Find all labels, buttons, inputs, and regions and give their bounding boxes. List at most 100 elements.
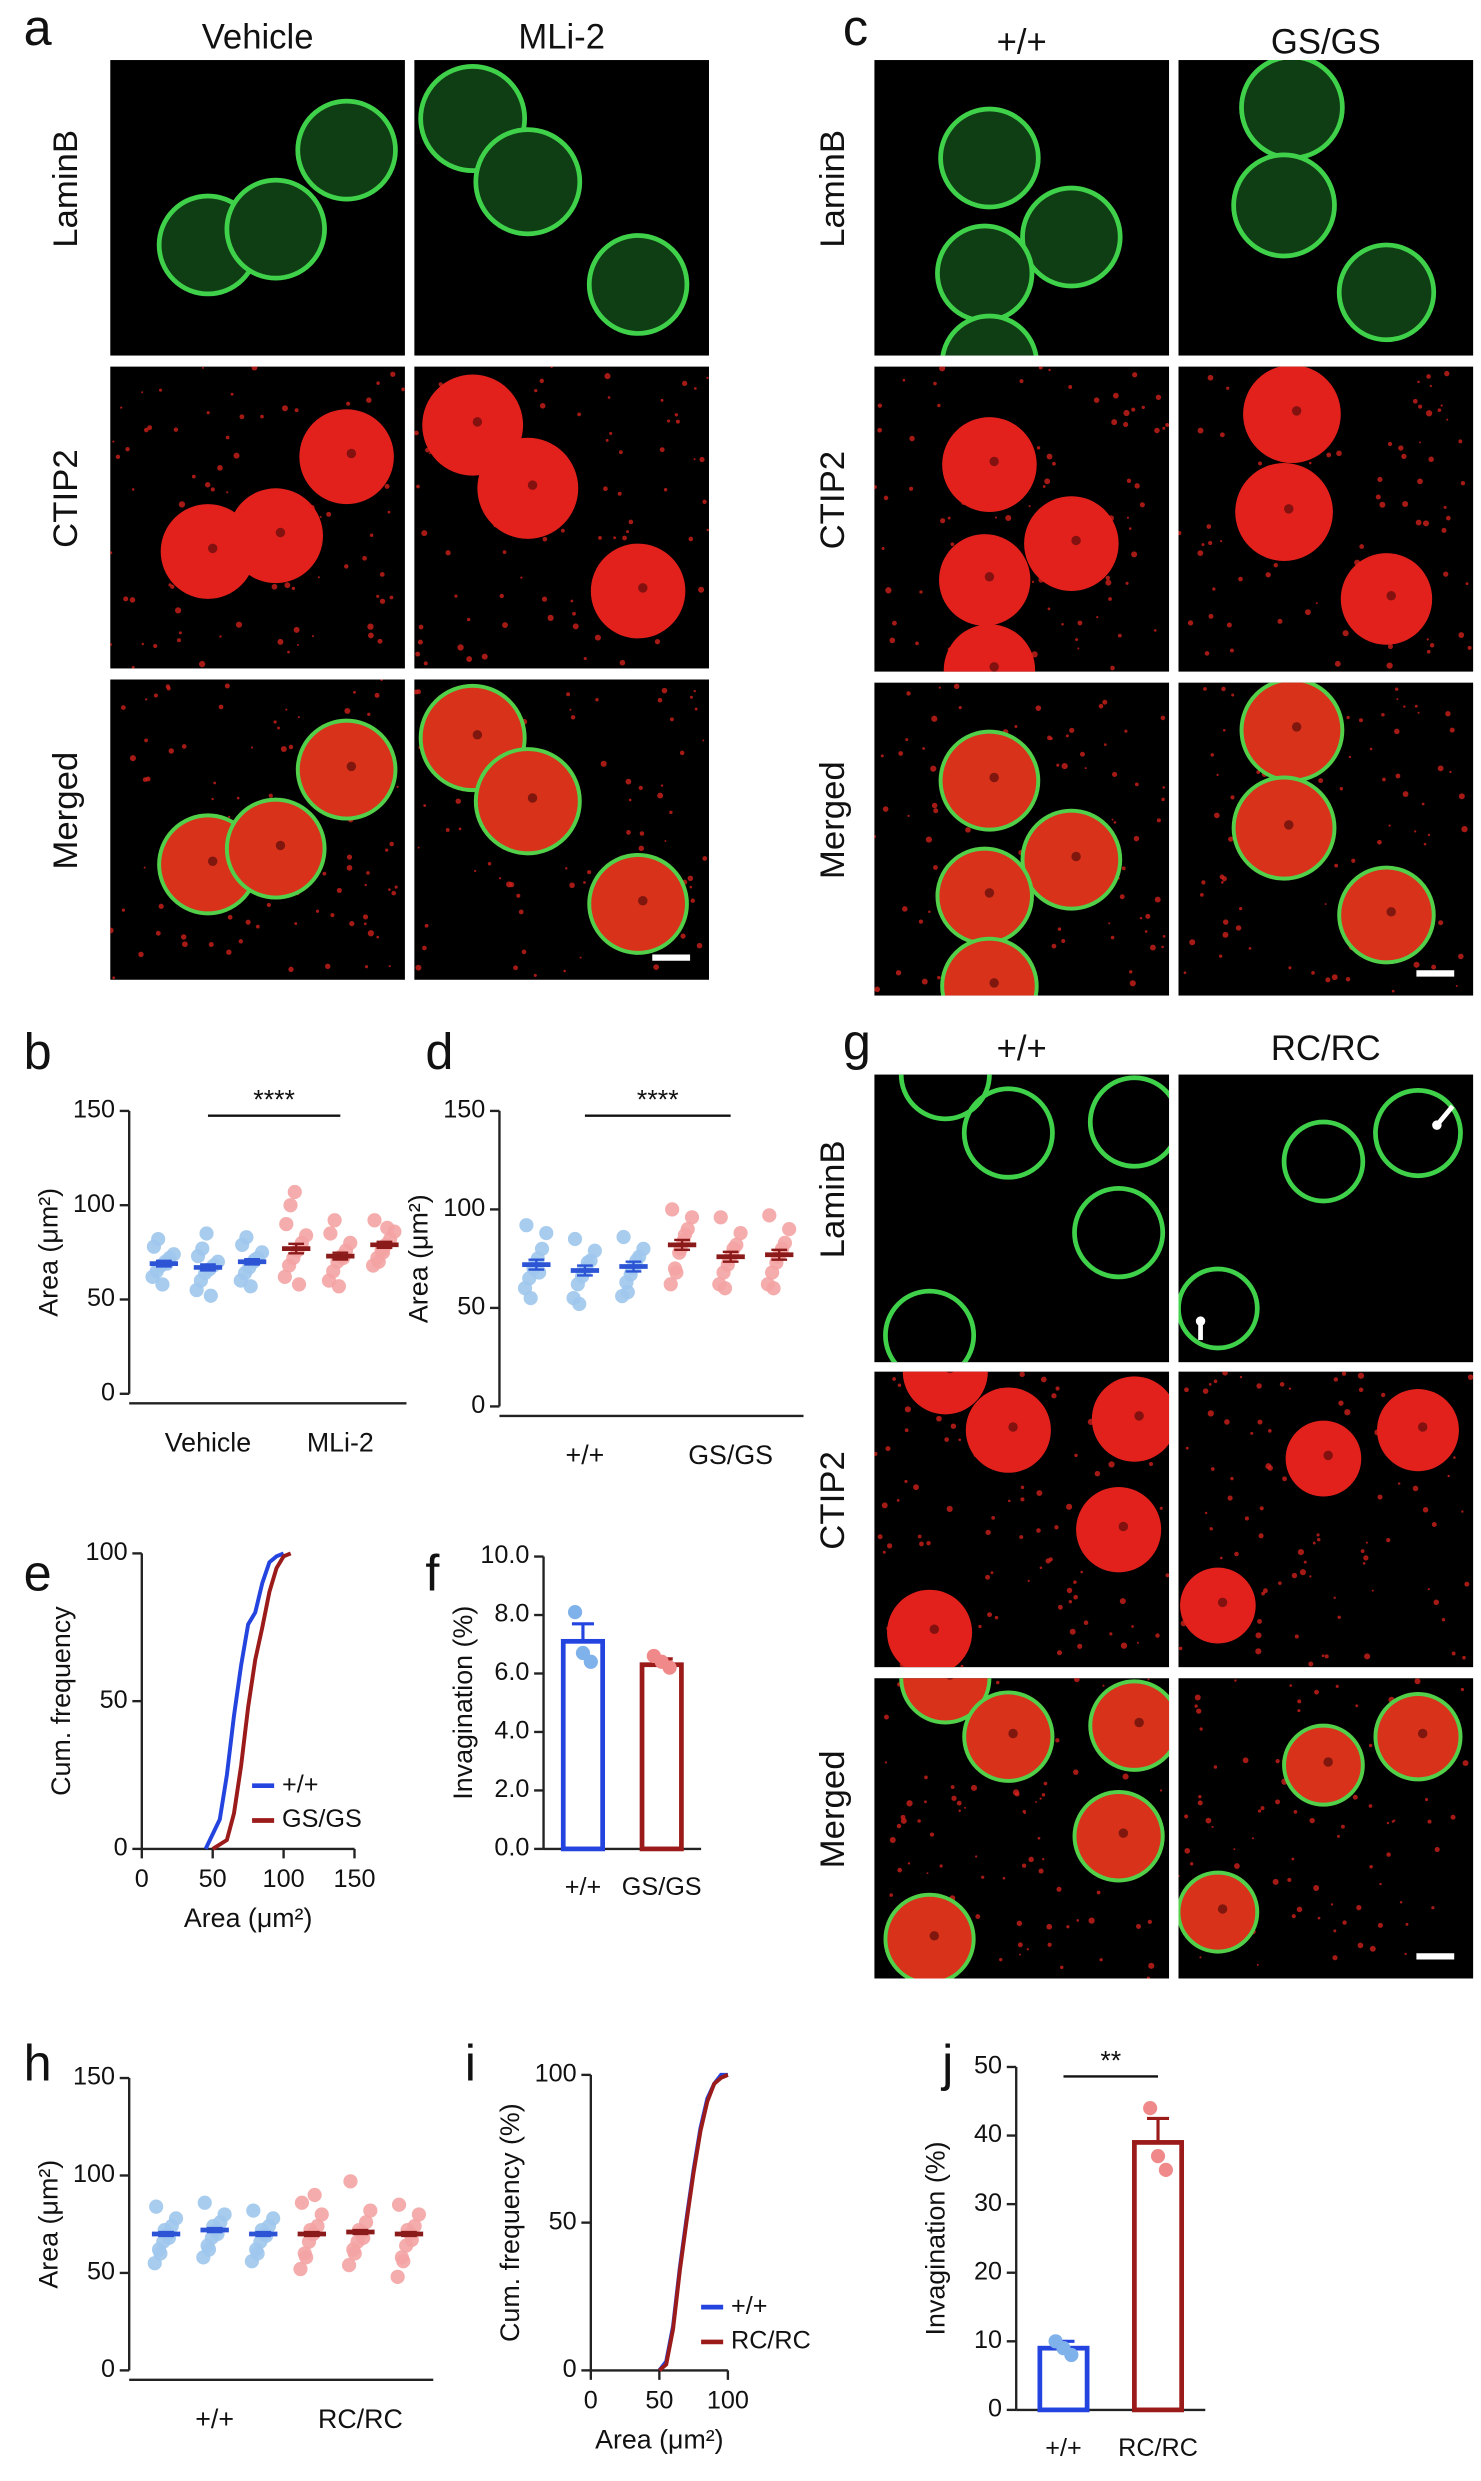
speckle xyxy=(579,956,582,959)
nucleus-ctip2 xyxy=(299,409,394,505)
speckle xyxy=(1208,540,1213,546)
speckle xyxy=(1039,1566,1043,1570)
speckle xyxy=(416,484,420,489)
speckle xyxy=(1129,970,1133,974)
speckle xyxy=(129,597,136,603)
speckle xyxy=(1305,609,1311,616)
speckle xyxy=(999,1957,1003,1962)
speckle xyxy=(121,705,126,710)
speckle xyxy=(1212,587,1216,591)
error-bar xyxy=(1146,2116,1170,2143)
speckle xyxy=(1054,1525,1059,1530)
speckle xyxy=(1044,478,1051,485)
speckle xyxy=(1291,1857,1295,1861)
speckle xyxy=(1189,1862,1194,1866)
speckle xyxy=(1014,724,1018,729)
speckle xyxy=(1425,410,1433,417)
speckle xyxy=(1443,571,1449,577)
data-point xyxy=(287,1184,302,1200)
speckle xyxy=(702,499,707,504)
data-point xyxy=(291,1277,307,1292)
y-tick-label: 150 xyxy=(73,2063,115,2091)
speckle xyxy=(455,798,461,804)
nucleolus xyxy=(1118,1521,1129,1532)
speckle xyxy=(874,835,876,838)
speckle xyxy=(1417,380,1420,384)
micrograph xyxy=(1178,1371,1474,1668)
speckle xyxy=(1046,1923,1053,1930)
speckle xyxy=(238,939,244,944)
cells xyxy=(110,366,405,669)
nucleus-lamin xyxy=(1087,1075,1170,1169)
speckle xyxy=(1356,1904,1362,1911)
y-tick-label: 0 xyxy=(101,2355,115,2383)
speckle xyxy=(153,693,158,698)
y-axis-label: Area (μm²) xyxy=(34,2160,64,2289)
speckle xyxy=(1377,839,1382,845)
speckle xyxy=(285,708,288,711)
x-tick-label: 50 xyxy=(645,2387,673,2415)
panel-letter: i xyxy=(465,2034,476,2091)
speckle xyxy=(907,1862,911,1865)
speckle xyxy=(985,1529,991,1536)
speckle xyxy=(369,533,374,537)
nucleolus xyxy=(946,1678,954,1680)
speckle xyxy=(1019,379,1024,384)
speckle xyxy=(385,848,389,852)
speckle xyxy=(887,1543,893,1549)
y-tick-label: 10 xyxy=(974,2326,1002,2354)
speckle xyxy=(401,387,405,392)
row-label: Merged xyxy=(47,752,85,870)
speckle xyxy=(1203,687,1207,691)
data-point xyxy=(532,1265,547,1280)
speckle xyxy=(689,695,693,699)
speckle xyxy=(924,1775,928,1780)
row-label: CTIP2 xyxy=(47,449,85,548)
nucleolus xyxy=(1118,1828,1129,1838)
speckle xyxy=(206,411,210,415)
micrograph xyxy=(1178,1678,1474,1979)
speckle xyxy=(1206,524,1212,529)
speckle xyxy=(587,870,592,875)
nucleus-merged xyxy=(1072,1790,1165,1883)
significance-label: ** xyxy=(1100,2045,1121,2075)
x-tick-label: +/+ xyxy=(195,2404,234,2434)
speckle xyxy=(1125,581,1129,585)
speckle xyxy=(653,964,660,970)
speckle xyxy=(1461,1510,1464,1513)
speckle xyxy=(174,607,182,614)
speckle xyxy=(362,555,367,561)
speckle xyxy=(121,908,126,912)
speckle xyxy=(1440,404,1443,407)
data-point xyxy=(347,2246,362,2261)
nucleolus xyxy=(1217,1904,1228,1914)
speckle xyxy=(520,576,523,579)
nucleolus xyxy=(346,761,357,772)
speckle xyxy=(1395,773,1401,779)
row-label: Merged xyxy=(814,1750,852,1868)
speckle xyxy=(1467,1374,1474,1380)
cells xyxy=(1178,1678,1469,1966)
speckle xyxy=(1308,461,1312,465)
speckle xyxy=(1069,1628,1076,1635)
micrograph xyxy=(110,366,405,669)
speckle xyxy=(897,1867,903,1873)
speckle xyxy=(1077,620,1083,626)
speckle xyxy=(131,665,135,669)
speckle xyxy=(1209,1527,1213,1531)
speckle xyxy=(1156,818,1161,823)
speckle xyxy=(687,875,694,882)
panel-letter: j xyxy=(940,2034,953,2091)
nucleus-ctip2 xyxy=(228,488,323,584)
speckle xyxy=(1031,580,1035,583)
speckle xyxy=(363,922,367,926)
speckle xyxy=(696,942,703,949)
speckle xyxy=(1427,1588,1430,1591)
speckle xyxy=(1234,1551,1239,1557)
replicate-point xyxy=(583,1654,598,1669)
nucleus-lamin xyxy=(295,98,398,202)
speckle xyxy=(1051,943,1057,949)
cells xyxy=(110,679,399,980)
y-tick-label: 0.0 xyxy=(494,1834,529,1862)
speckle xyxy=(1198,1794,1202,1799)
